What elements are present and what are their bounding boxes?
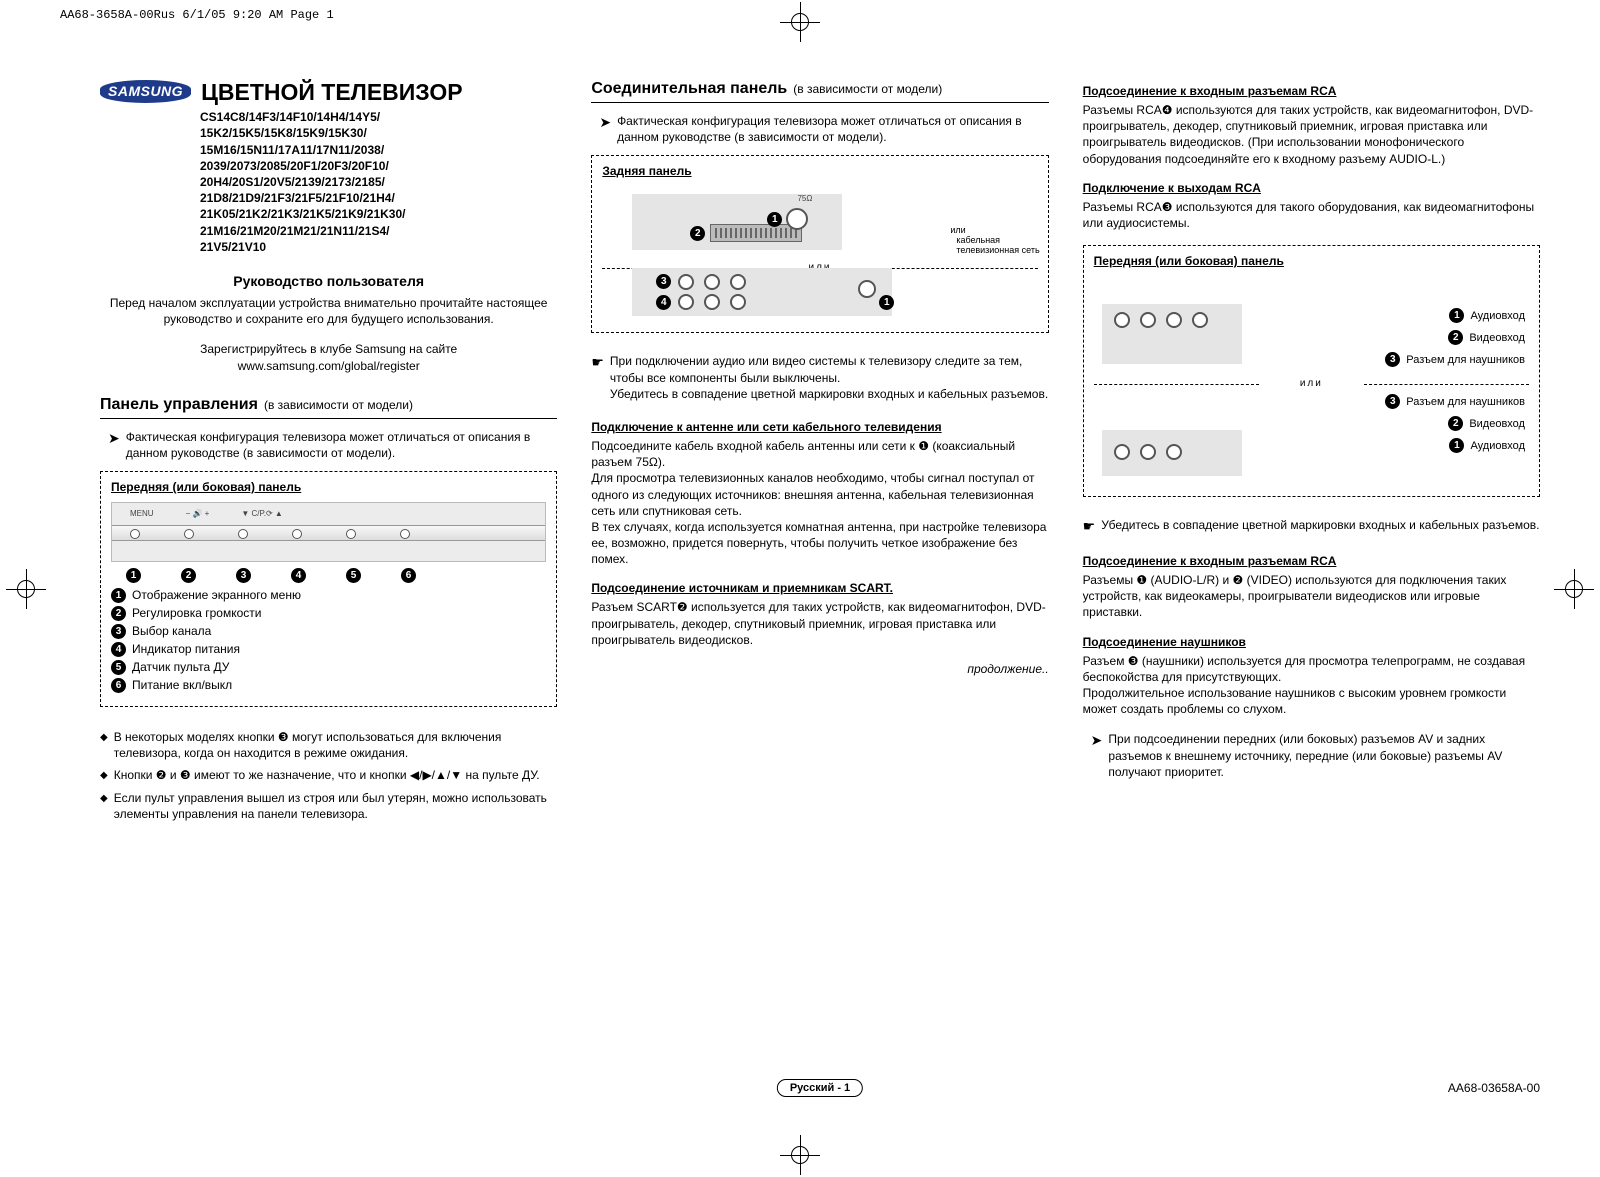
rear-panel-box: Задняя панель 75Ω 2 1 или кабельная теле…	[591, 155, 1048, 333]
right-hand-note-text: Убедитесь в совпадение цветной маркировк…	[1101, 517, 1539, 536]
p5-body: Разъемы ❶ (AUDIO-L/R) и ❷ (VIDEO) исполь…	[1083, 572, 1540, 621]
side-legend-1: Аудиовход	[1470, 310, 1525, 322]
control-panel-note: ➤ Фактическая конфигурация телевизора мо…	[108, 429, 557, 461]
control-panel-note-text: Фактическая конфигурация телевизора може…	[126, 429, 558, 461]
control-panel-subtitle: (в зависимости от модели)	[264, 398, 413, 412]
registration-mark-bottom	[780, 1135, 820, 1175]
connection-hand-note-text: При подключении аудио или видео системы …	[610, 353, 1049, 402]
side-panel-title: Передняя (или боковая) панель	[1094, 254, 1529, 268]
fp-label-vol: − 🔊 +	[186, 509, 210, 518]
arrow-icon: ➤	[599, 113, 611, 145]
side-legend2-2: Видеовход	[1469, 418, 1525, 430]
register-text: Зарегистрируйтесь в клубе Samsung на сай…	[100, 341, 557, 373]
p4-title: Подключение к выходам RCA	[1083, 181, 1540, 195]
user-manual-title: Руководство пользователя	[100, 273, 557, 289]
connection-panel-note: ➤ Фактическая конфигурация телевизора мо…	[599, 113, 1048, 145]
legend-5: Датчик пульта ДУ	[132, 660, 229, 674]
p3-title: Подсоединение к входным разъемам RCA	[1083, 84, 1540, 98]
hand-icon: ☛	[1083, 517, 1096, 536]
control-panel-title: Панель управления (в зависимости от моде…	[100, 396, 557, 419]
diamond-icon: ◆	[100, 769, 108, 783]
arrow-icon: ➤	[1091, 731, 1103, 780]
num-4: 4	[291, 568, 306, 583]
diamond-icon: ◆	[100, 731, 108, 761]
right-hand-note: ☛ Убедитесь в совпадение цветной маркиро…	[1083, 517, 1540, 536]
samsung-logo: SAMSUNG	[100, 80, 191, 103]
coax-connector-icon	[786, 208, 808, 230]
cable-net-label: кабельная телевизионная сеть	[956, 236, 1039, 256]
diamond-icon: ◆	[100, 792, 108, 822]
p4-body: Разъемы RCA❸ используются для такого обо…	[1083, 199, 1540, 231]
side-panel-box: Передняя (или боковая) панель 1Аудиовход…	[1083, 245, 1540, 497]
p2-body: Разъем SCART❷ используется для таких уст…	[591, 599, 1048, 648]
legend-1: Отображение экранного меню	[132, 588, 301, 602]
or-divider-2: или	[1094, 378, 1529, 389]
side-legend-3: Разъем для наушников	[1406, 354, 1525, 366]
side-legend2-1: Разъем для наушников	[1406, 396, 1525, 408]
front-panel-diagram: MENU − 🔊 + ▼ C/P.⟳ ▲ 1 2 3 4 5 6	[111, 502, 546, 562]
registration-mark-left	[6, 569, 46, 609]
legend-3: Выбор канала	[132, 624, 211, 638]
connection-hand-note: ☛ При подключении аудио или видео систем…	[591, 353, 1048, 402]
num-2: 2	[181, 568, 196, 583]
ohm-label: 75Ω	[797, 194, 812, 203]
page-content: SAMSUNG ЦВЕТНОЙ ТЕЛЕВИЗОР CS14C8/14F3/14…	[100, 80, 1540, 1077]
p5-title: Подсоединение к входным разъемам RCA	[1083, 554, 1540, 568]
fp-label-menu: MENU	[130, 509, 154, 518]
scart-connector-icon	[710, 224, 802, 242]
num-6: 6	[401, 568, 416, 583]
p6-title: Подсоединение наушников	[1083, 635, 1540, 649]
p6-body: Разъем ❸ (наушники) используется для про…	[1083, 653, 1540, 718]
page-number-pill: Русский - 1	[777, 1079, 863, 1097]
page-footer: Русский - 1 AA68-03658A-00	[100, 1081, 1540, 1095]
connection-panel-subtitle: (в зависимости от модели)	[793, 82, 942, 96]
continued-label: продолжение..	[591, 662, 1048, 676]
p1-title: Подключение к антенне или сети кабельног…	[591, 420, 1048, 434]
rear-panel-diagram: 75Ω 2 1 или кабельная телевизионная сеть…	[602, 186, 1037, 316]
p2-title: Подсоединение источникам и приемникам SC…	[591, 581, 1048, 595]
rear-panel-title: Задняя панель	[602, 164, 1037, 178]
column-2: Соединительная панель (в зависимости от …	[591, 80, 1048, 1077]
model-list: CS14C8/14F3/14F10/14H4/14Y5/ 15K2/15K5/1…	[200, 109, 557, 255]
registration-mark-right	[1554, 569, 1594, 609]
column-1: SAMSUNG ЦВЕТНОЙ ТЕЛЕВИЗОР CS14C8/14F3/14…	[100, 80, 557, 1077]
legend-6: Питание вкл/выкл	[132, 678, 232, 692]
num-1: 1	[126, 568, 141, 583]
front-panel-legend: 1Отображение экранного меню 2Регулировка…	[111, 588, 546, 693]
right-arrow-note-text: При подсоединении передних (или боковых)…	[1108, 731, 1540, 780]
num-3: 3	[236, 568, 251, 583]
registration-mark-top	[780, 2, 820, 42]
main-title: ЦВЕТНОЙ ТЕЛЕВИЗОР	[201, 80, 463, 105]
legend-4: Индикатор питания	[132, 642, 240, 656]
side-legend2-3: Аудиовход	[1470, 440, 1525, 452]
num-5: 5	[346, 568, 361, 583]
bullet-2: Кнопки ❷ и ❸ имеют то же назначение, что…	[114, 767, 540, 783]
control-panel-bullets: ◆В некоторых моделях кнопки ❸ могут испо…	[100, 729, 557, 828]
right-arrow-note: ➤ При подсоединении передних (или боковы…	[1091, 731, 1540, 780]
front-panel-box: Передняя (или боковая) панель MENU − 🔊 +…	[100, 471, 557, 707]
p3-body: Разъемы RCA❹ используются для таких устр…	[1083, 102, 1540, 167]
side-legend-2: Видеовход	[1469, 332, 1525, 344]
bullet-3: Если пульт управления вышел из строя или…	[114, 790, 558, 822]
legend-2: Регулировка громкости	[132, 606, 261, 620]
intro-text: Перед началом эксплуатации устройства вн…	[100, 295, 557, 327]
doc-code: AA68-03658A-00	[1448, 1081, 1540, 1095]
connection-panel-title: Соединительная панель (в зависимости от …	[591, 80, 1048, 103]
column-3: Подсоединение к входным разъемам RCA Раз…	[1083, 80, 1540, 1077]
control-panel-title-text: Панель управления	[100, 396, 258, 414]
fp-label-ch: ▼ C/P.⟳ ▲	[241, 509, 283, 518]
p1-body: Подсоедините кабель входной кабель антен…	[591, 438, 1048, 568]
hand-icon: ☛	[591, 353, 604, 402]
side-panel-diagram: 1Аудиовход 2Видеовход 3Разъем для наушни…	[1094, 276, 1529, 476]
print-header: AA68-3658A-00Rus 6/1/05 9:20 AM Page 1	[60, 8, 334, 22]
front-panel-box-title: Передняя (или боковая) панель	[111, 480, 546, 494]
connection-panel-note-text: Фактическая конфигурация телевизора може…	[617, 113, 1049, 145]
arrow-icon: ➤	[108, 429, 120, 461]
connection-panel-title-text: Соединительная панель	[591, 80, 787, 98]
bullet-1: В некоторых моделях кнопки ❸ могут испол…	[114, 729, 558, 761]
